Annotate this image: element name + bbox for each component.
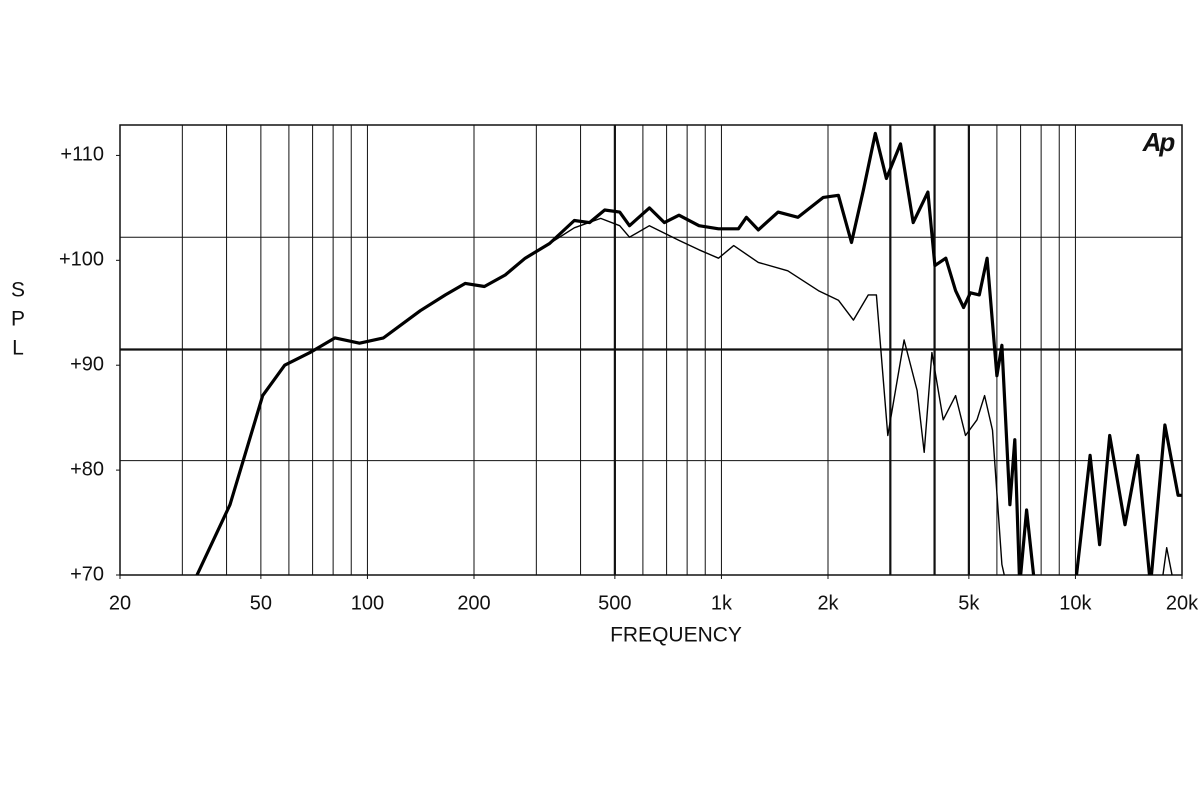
grid [120, 125, 1182, 575]
y-tick-label: +70 [70, 563, 104, 585]
y-tick-label: +80 [70, 458, 104, 480]
series-line [195, 131, 1182, 575]
y-tick-label: +110 [60, 144, 104, 166]
x-tick-label: 50 [250, 592, 272, 614]
x-tick-label: 20k [1166, 592, 1199, 614]
x-tick-label: 20 [109, 592, 131, 614]
y-tick-label: +90 [70, 353, 104, 375]
plot-lines [195, 131, 1182, 575]
x-tick-label: 500 [598, 592, 631, 614]
logo: Ap [1142, 127, 1176, 157]
series-line [196, 217, 1173, 575]
x-tick-label: 100 [351, 592, 384, 614]
x-tick-label: 1k [711, 592, 733, 614]
x-axis-title: FREQUENCY [610, 624, 742, 647]
x-tick-label: 10k [1059, 592, 1092, 614]
y-axis-title: SPL [6, 279, 29, 366]
x-tick-label: 2k [817, 592, 839, 614]
x-tick-label: 200 [457, 592, 490, 614]
y-tick-label: +100 [59, 249, 104, 271]
x-tick-label: 5k [958, 592, 980, 614]
